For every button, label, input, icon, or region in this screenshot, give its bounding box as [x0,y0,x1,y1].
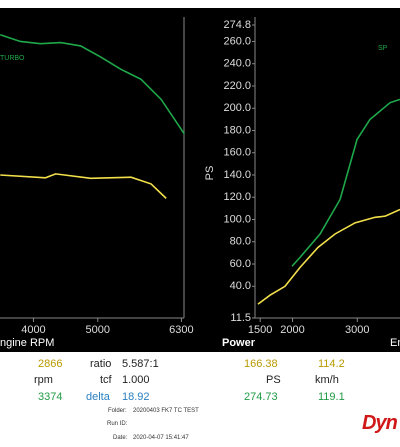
kmh-value: 114.2 [318,358,345,370]
x-tick-label: 4000 [21,324,45,336]
kmh-value-2: 119.1 [318,391,345,403]
y-tick-label: 140.0 [223,169,251,181]
series-line [257,208,400,305]
legend-entry: TURBO [0,55,25,62]
y-tick-label: 260.0 [223,35,251,47]
delta-label: delta [86,391,110,403]
kmh-unit: km/h [315,374,339,386]
tcf-label: tcf [100,374,112,386]
x-tick-label: 6300 [169,324,193,336]
ps-value-2: 274.73 [244,391,278,403]
y-tick-label: 100.0 [223,213,251,225]
x-tick-label: 5000 [86,324,110,336]
y-axis-label: PS [204,166,216,181]
ratio-label: ratio [90,358,112,370]
y-tick-label: 274.8 [223,19,251,31]
date-label: Date: [113,435,128,441]
folder: 20200403 FK7 TC TEST [133,408,199,414]
delta-value: 18.92 [122,391,150,403]
ratio-value: 5.587:1 [122,358,159,370]
rpm-value-2: 3374 [38,391,63,403]
folder-label: Folder: [108,408,127,414]
x-tick-label: 3000 [345,324,369,336]
series-line [0,173,167,199]
logo: Dyn [362,412,398,434]
y-tick-label: 11.5 [230,312,251,324]
date: 2020-04-07 15:41:47 [133,435,189,441]
y-tick-label: 60.0 [230,258,251,270]
series-line [291,98,400,267]
legend-entry: SP [378,45,388,52]
x-axis-label: En [390,337,400,349]
y-tick-label: 180.0 [223,124,251,136]
tcf-value: 1.000 [122,374,150,386]
y-tick-label: 240.0 [223,58,251,70]
panel-title: Power [222,337,256,349]
series-line [0,34,185,135]
y-tick-label: 120.0 [223,191,251,203]
y-tick-label: 80.0 [230,236,251,248]
ps-value: 166.38 [244,358,278,370]
y-tick-label: 40.0 [230,280,251,292]
charts: 4000 5000 6300 ngine RPM 1500 2000 3000 274.8 26… [0,8,400,352]
y-tick-label: 220.0 [223,80,251,92]
rpm-unit: rpm [34,374,53,386]
rpm-value: 2866 [38,358,63,370]
y-tick-label: 200.0 [223,102,251,114]
ps-unit: PS [266,374,281,386]
x-tick-label: 1500 [248,324,272,336]
x-axis-label: ngine RPM [0,337,54,349]
x-tick-label: 2000 [280,324,304,336]
background [0,8,400,352]
y-tick-label: 160.0 [223,147,251,159]
run-label: Run ID: [107,421,128,427]
